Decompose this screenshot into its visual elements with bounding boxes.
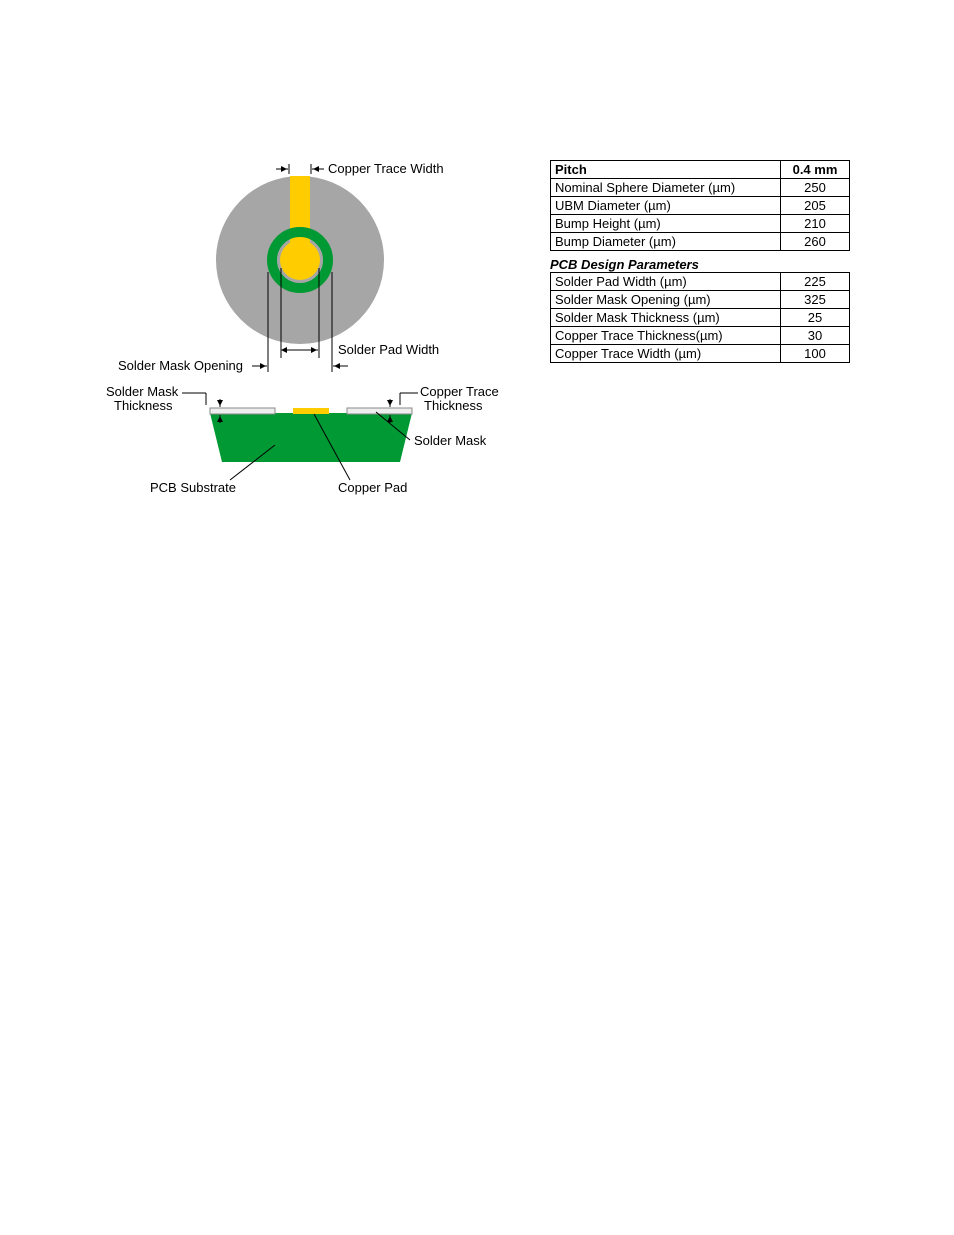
pt-r4-l: Bump Diameter (µm) [551, 233, 781, 251]
pitch-label: Pitch [551, 161, 781, 179]
pt-r3-l: Bump Height (µm) [551, 215, 781, 233]
pb-r3-l: Copper Trace Thickness(µm) [551, 327, 781, 345]
pb-r4-l: Copper Trace Width (µm) [551, 345, 781, 363]
pb-r1-v: 325 [781, 291, 850, 309]
pt-r1-v: 250 [781, 179, 850, 197]
pitch-value: 0.4 mm [781, 161, 850, 179]
label-copper-trace-width: Copper Trace Width [328, 161, 444, 176]
pcb-substrate [210, 413, 412, 462]
pt-r4-v: 260 [781, 233, 850, 251]
pb-r1-l: Solder Mask Opening (µm) [551, 291, 781, 309]
svg-text:Thickness: Thickness [114, 398, 173, 413]
svg-text:Solder Mask: Solder Mask [106, 384, 179, 399]
pb-r2-v: 25 [781, 309, 850, 327]
tables-column: Pitch 0.4 mm Nominal Sphere Diameter (µm… [550, 160, 850, 363]
pcb-table: Solder Pad Width (µm)225 Solder Mask Ope… [550, 272, 850, 363]
pb-r3-v: 30 [781, 327, 850, 345]
label-pcb-substrate: PCB Substrate [150, 480, 236, 495]
pt-r2-l: UBM Diameter (µm) [551, 197, 781, 215]
label-solder-mask-opening: Solder Mask Opening [118, 358, 243, 373]
solder-mask-left [210, 408, 275, 414]
copper-pad-top [280, 240, 320, 280]
pb-r2-l: Solder Mask Thickness (µm) [551, 309, 781, 327]
pcb-heading: PCB Design Parameters [550, 251, 850, 272]
pt-r2-v: 205 [781, 197, 850, 215]
svg-text:Thickness: Thickness [424, 398, 483, 413]
pb-r0-v: 225 [781, 273, 850, 291]
pb-r4-v: 100 [781, 345, 850, 363]
pitch-table: Pitch 0.4 mm Nominal Sphere Diameter (µm… [550, 160, 850, 251]
solder-mask-right [347, 408, 412, 414]
label-copper-pad: Copper Pad [338, 480, 407, 495]
label-solder-mask: Solder Mask [414, 433, 487, 448]
pcb-diagram: Copper Trace Width Solder Pad Width Sold… [100, 160, 520, 525]
copper-trace-top [290, 176, 310, 251]
copper-pad-cross [293, 408, 329, 414]
label-solder-pad-width: Solder Pad Width [338, 342, 439, 357]
pt-r3-v: 210 [781, 215, 850, 233]
pt-r1-l: Nominal Sphere Diameter (µm) [551, 179, 781, 197]
pb-r0-l: Solder Pad Width (µm) [551, 273, 781, 291]
svg-text:Copper Trace: Copper Trace [420, 384, 499, 399]
